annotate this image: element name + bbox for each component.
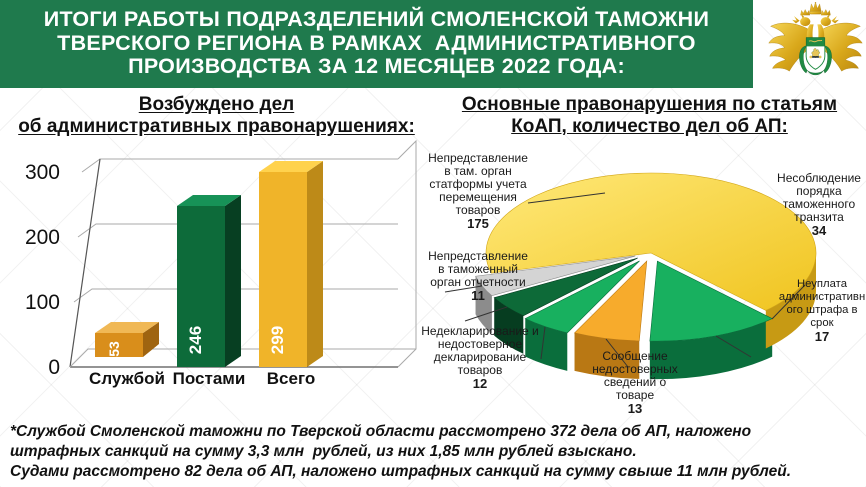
- svg-text:Постами: Постами: [173, 369, 246, 388]
- svg-text:0: 0: [48, 356, 60, 379]
- svg-text:100: 100: [25, 291, 60, 314]
- svg-text:53: 53: [106, 341, 122, 357]
- svg-text:200: 200: [25, 226, 60, 249]
- svg-text:299: 299: [268, 326, 287, 354]
- svg-text:Всего: Всего: [267, 369, 315, 388]
- svg-text:Службой: Службой: [89, 369, 165, 388]
- svg-text:300: 300: [25, 161, 60, 184]
- svg-text:246: 246: [186, 326, 205, 354]
